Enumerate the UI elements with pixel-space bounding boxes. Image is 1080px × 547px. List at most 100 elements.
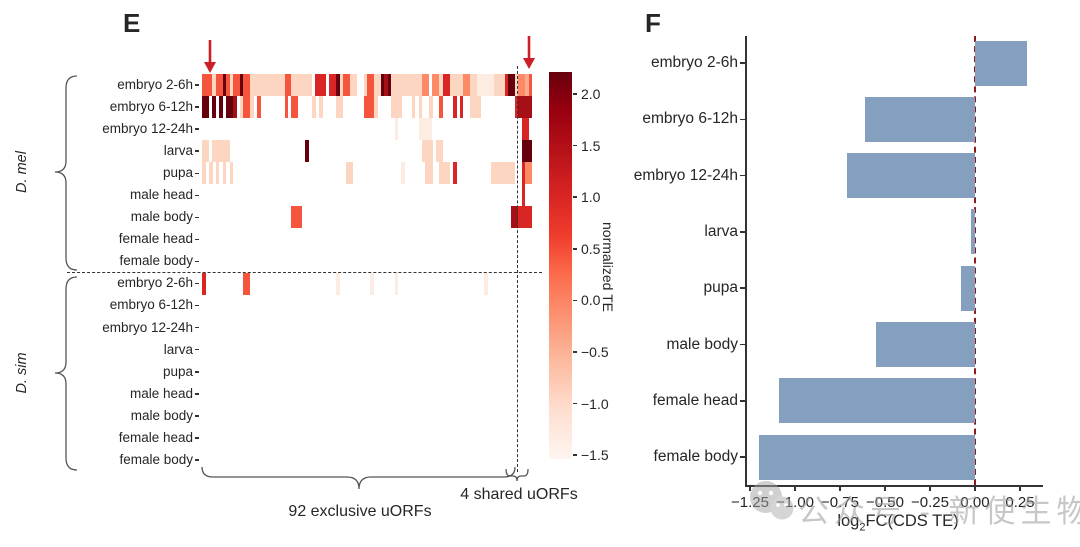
heatmap-row-tick <box>195 437 199 439</box>
heatmap-cell <box>243 272 251 295</box>
heatmap-row-tick <box>195 194 199 197</box>
colorbar-tick-mark <box>573 248 577 250</box>
heatmap-cell <box>367 74 375 97</box>
heatmap-row-tick <box>195 282 199 285</box>
heatmap-cell <box>521 162 526 185</box>
colorbar-tick-mark <box>573 454 577 456</box>
heatmap-row-tick <box>195 238 199 241</box>
arrow-right-head-icon <box>523 58 535 69</box>
heatmap-cell <box>439 74 443 97</box>
heatmap-cell <box>435 140 443 163</box>
heatmap-cell <box>226 74 230 97</box>
heatmap-cell <box>212 140 230 163</box>
heatmap-cell <box>284 96 289 119</box>
f-x-axis-label-sub: 2 <box>859 521 866 534</box>
heatmap-cell <box>373 96 378 119</box>
heatmap-cell <box>305 140 309 163</box>
colorbar-tick-mark <box>573 351 577 353</box>
f-category-tick <box>740 400 745 402</box>
heatmap-cell <box>202 74 213 97</box>
f-category-label: female body <box>653 448 738 466</box>
f-x-tick-mark <box>929 485 931 491</box>
heatmap-cell <box>422 140 433 163</box>
colorbar-tick-mark <box>573 402 577 405</box>
heatmap-cell <box>229 74 234 97</box>
heatmap-cell <box>525 162 533 185</box>
heatmap-row-label: male body <box>130 209 193 225</box>
heatmap-cell <box>521 118 529 141</box>
bar <box>975 40 1028 86</box>
heatmap-cell <box>418 118 433 141</box>
heatmap-cell <box>329 74 337 97</box>
heatmap-cell <box>208 162 213 185</box>
heatmap-cell <box>490 162 515 185</box>
heatmap-row-label: female head <box>118 231 193 247</box>
f-x-tick-mark <box>884 485 886 491</box>
heatmap-cell <box>336 272 340 295</box>
heatmap-cell <box>239 74 244 97</box>
heatmap-row-tick <box>195 304 199 307</box>
f-x-tick-label: 0.25 <box>1005 494 1035 511</box>
exclusive-uorfs-annotation: 92 exclusive uORFs <box>288 503 432 520</box>
heatmap-cell <box>291 206 302 229</box>
heatmap-cell <box>215 162 220 185</box>
species-divider-dashed-line <box>67 272 542 273</box>
heatmap-row-label: male head <box>129 385 193 401</box>
heatmap-cell <box>336 96 344 119</box>
shared-uorf-divider-dashed-line <box>517 66 518 472</box>
heatmap-cell <box>212 96 216 119</box>
colorbar-tick-mark <box>573 196 577 198</box>
heatmap-row-label: pupa <box>162 165 193 181</box>
heatmap-cell <box>470 96 481 119</box>
f-x-tick-mark <box>749 485 751 491</box>
panel-f-label: F <box>645 8 661 38</box>
f-x-axis-label-prefix: log <box>837 512 860 530</box>
f-x-axis-spine <box>745 485 1043 487</box>
colorbar-tick-mark <box>573 93 577 95</box>
bar <box>759 434 975 480</box>
bar <box>865 96 975 142</box>
heatmap-cell <box>507 74 516 97</box>
heatmap-cell <box>232 74 241 97</box>
heatmap-cell <box>229 162 234 185</box>
heatmap-cell <box>449 74 464 97</box>
heatmap-row-label: larva <box>163 143 193 159</box>
bar <box>778 378 975 424</box>
heatmap-cell <box>239 96 244 119</box>
heatmap-cell <box>318 96 323 119</box>
f-category-label: larva <box>704 222 738 240</box>
heatmap-row-labels: embryo 2-6h embryo 6-12h embryo 12-24h larv… <box>0 74 193 471</box>
heatmap-row-tick <box>195 150 199 152</box>
arrow-left-head-icon <box>204 62 216 73</box>
heatmap-row-tick <box>195 415 199 417</box>
heatmap-cell <box>514 96 519 119</box>
heatmap-cell <box>232 96 237 119</box>
heatmap-row-label: embryo 12-24h <box>102 121 193 137</box>
bar <box>876 322 975 367</box>
heatmap-cell <box>250 74 285 97</box>
heatmap-row-label: male body <box>130 407 193 423</box>
heatmap-cell <box>470 74 478 97</box>
heatmap-cell <box>425 162 433 185</box>
wechat-icon <box>750 481 794 520</box>
heatmap-row-tick <box>195 459 199 461</box>
panel-e-label: E <box>123 8 141 38</box>
heatmap-cell <box>518 206 533 229</box>
heatmap-cell <box>380 74 385 97</box>
heatmap-cell <box>250 96 254 119</box>
heatmap-cell <box>291 96 299 119</box>
heatmap-cell <box>422 74 430 97</box>
heatmap-row-label: pupa <box>162 363 193 379</box>
heatmap-cell <box>518 96 533 119</box>
f-category-tick <box>740 456 745 458</box>
heatmap-cell <box>391 74 423 97</box>
heatmap-cell <box>202 162 206 185</box>
f-x-axis-label-rest: FC(CDS TE) <box>865 512 959 530</box>
heatmap-cell <box>202 272 206 295</box>
heatmap-row-tick <box>195 106 199 108</box>
f-category-label: embryo 2-6h <box>650 54 738 71</box>
heatmap-cell <box>432 74 440 97</box>
heatmap-cell <box>202 96 210 119</box>
heatmap-cell <box>284 74 292 97</box>
